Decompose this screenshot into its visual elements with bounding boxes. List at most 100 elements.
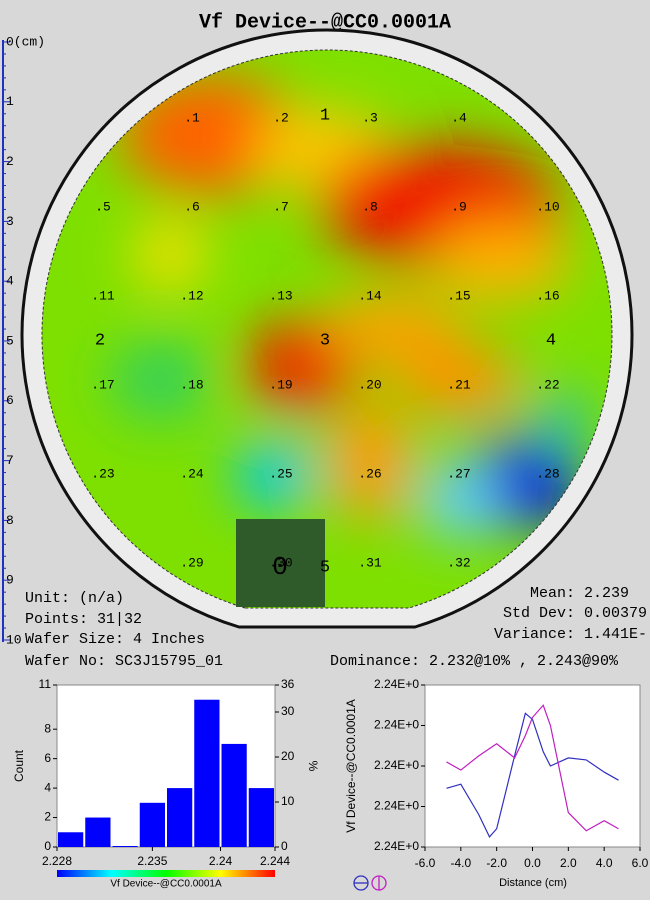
bar — [139, 802, 165, 847]
wafer-no: Wafer No: SC3J15795_01 — [25, 653, 223, 670]
y-tick-label: 2 — [44, 810, 51, 824]
site-label: .24 — [180, 466, 204, 481]
x-tick-label: -6.0 — [415, 856, 436, 870]
x-axis-label: Vf Device--@CC0.0001A — [110, 879, 222, 890]
bar — [167, 788, 193, 847]
stats: Unit: (n/a) Points: 31|32 Wafer Size: 4 … — [25, 585, 647, 670]
ruler-label: 0(cm) — [6, 34, 45, 49]
y-tick-label: 11 — [39, 677, 52, 691]
site-label: .30 — [269, 555, 292, 570]
site-label: .8 — [362, 199, 378, 214]
zone-label: 1 — [320, 106, 330, 125]
site-label: .28 — [536, 466, 559, 481]
site-label: .21 — [447, 377, 471, 392]
wafer-size: Wafer Size: 4 Inches — [25, 631, 205, 648]
color-scale — [57, 870, 275, 877]
site-label: .22 — [536, 377, 559, 392]
site-label: .10 — [536, 199, 559, 214]
site-label: .12 — [180, 288, 203, 303]
site-label: .4 — [451, 110, 467, 125]
site-label: .26 — [358, 466, 381, 481]
x-tick-label: 2.235 — [137, 854, 167, 868]
site-label: .20 — [358, 377, 381, 392]
site-label: .29 — [180, 555, 203, 570]
dominance: Dominance: 2.232@10% , 2.243@90% — [330, 653, 619, 670]
x-tick-label: 0.0 — [524, 856, 541, 870]
bar — [221, 743, 247, 847]
variance: Variance: 1.441E- — [494, 626, 647, 643]
site-label: .31 — [358, 555, 382, 570]
ruler-label: 4 — [6, 274, 14, 289]
x-tick-label: 2.24 — [209, 854, 233, 868]
profile-icons[interactable] — [353, 875, 387, 891]
center-zone: 0 — [272, 552, 288, 582]
site-label: .1 — [184, 110, 200, 125]
bar — [248, 788, 274, 847]
y-axis-label: Vf Device--@CC0.0001A — [344, 699, 358, 833]
mean: Mean: 2.239 — [530, 585, 629, 602]
bar — [112, 846, 138, 847]
ruler-label: 3 — [6, 214, 14, 229]
y-tick-label: 4 — [44, 780, 51, 794]
zone-label: 4 — [546, 331, 556, 350]
y-axis-label: Count — [12, 749, 26, 782]
ruler-label: 8 — [6, 513, 14, 528]
std-dev: Std Dev: 0.00379 — [503, 605, 647, 622]
y-tick-label: 2.24E+0 — [374, 839, 419, 853]
site-label: .7 — [273, 199, 289, 214]
y2-tick-label: 36 — [281, 677, 295, 691]
y-tick-label: 2.24E+0 — [374, 799, 419, 813]
site-label: .2 — [273, 110, 289, 125]
site-label: .13 — [269, 288, 292, 303]
site-label: .11 — [91, 288, 115, 303]
site-label: .32 — [447, 555, 470, 570]
site-label: .9 — [451, 199, 467, 214]
y-tick-label: 2.24E+0 — [374, 677, 419, 691]
site-label: .5 — [95, 199, 111, 214]
zone-label: 5 — [320, 558, 330, 577]
site-label: .14 — [358, 288, 382, 303]
ruler-label: 6 — [6, 393, 14, 408]
ruler-label: 9 — [6, 573, 14, 588]
profile-line — [446, 712, 619, 838]
y-tick-label: 6 — [44, 751, 51, 765]
site-label: .17 — [91, 377, 114, 392]
x-tick-label: -4.0 — [450, 856, 471, 870]
site-label: .25 — [269, 466, 292, 481]
site-label: .15 — [447, 288, 470, 303]
selection — [236, 519, 325, 607]
site-label: .23 — [91, 466, 114, 481]
profile-line — [446, 704, 619, 832]
zone-label: 3 — [320, 331, 330, 350]
x-tick-label: 2.244 — [260, 854, 290, 868]
y-tick-label: 8 — [44, 721, 51, 735]
bar — [194, 699, 220, 847]
site-label: .27 — [447, 466, 470, 481]
heatmap — [42, 49, 613, 608]
x-tick-label: 2.0 — [560, 856, 577, 870]
title: Vf Device--@CC0.0001A — [199, 11, 451, 34]
y-tick-label: 2.24E+0 — [374, 718, 419, 732]
site-label: .3 — [362, 110, 378, 125]
x-tick-label: 6.0 — [632, 856, 649, 870]
site-label: .6 — [184, 199, 200, 214]
y-tick-label: 2.24E+0 — [374, 758, 419, 772]
ruler-label: 10 — [6, 632, 22, 647]
y2-axis-label: % — [306, 761, 320, 772]
unit: Unit: (n/a) — [25, 590, 124, 607]
y2-tick-label: 20 — [281, 749, 295, 763]
x-tick-label: -2.0 — [486, 856, 507, 870]
points: Points: 31|32 — [25, 611, 142, 628]
bar — [58, 832, 84, 847]
y-tick-label: 0 — [44, 839, 51, 853]
zone-label: 2 — [95, 331, 105, 350]
x-axis-label: Distance (cm) — [499, 877, 567, 889]
y2-tick-label: 10 — [281, 794, 295, 808]
y2-tick-label: 0 — [281, 839, 288, 853]
x-tick-label: 4.0 — [596, 856, 613, 870]
ruler-label: 1 — [6, 94, 14, 109]
x-tick-label: 2.228 — [42, 854, 72, 868]
y2-tick-label: 30 — [281, 704, 295, 718]
bar — [85, 817, 111, 847]
